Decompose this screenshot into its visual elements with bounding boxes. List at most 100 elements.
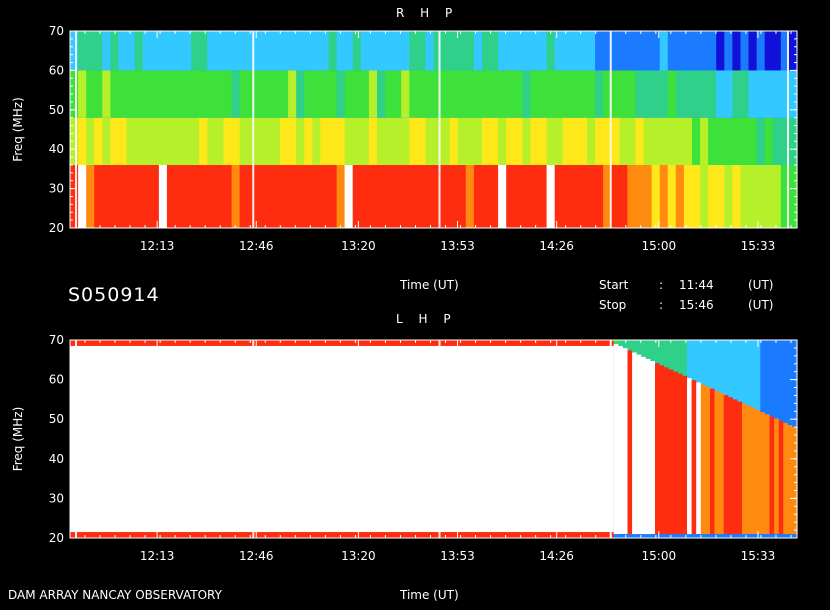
rhp-band-cell: [683, 165, 693, 228]
rhp-band-cell: [465, 31, 475, 71]
rhp-band-cell: [740, 117, 750, 165]
rhp-band-cell: [118, 31, 128, 71]
lhp-x-tick-label: 15:00: [642, 549, 677, 563]
lhp-decay-envelope: [636, 354, 642, 534]
rhp-band-cell: [336, 70, 346, 118]
rhp-y-tick-label: 50: [49, 103, 64, 117]
rhp-band-cell: [102, 31, 111, 71]
rhp-band-cell: [158, 70, 168, 118]
lhp-decay-envelope: [650, 361, 656, 534]
rhp-band-cell: [724, 117, 733, 165]
rhp-band-cell: [280, 70, 289, 118]
rhp-band-cell: [231, 117, 241, 165]
rhp-band-cell: [732, 31, 742, 71]
lhp-decay-envelope: [691, 380, 697, 534]
rhp-band-cell: [239, 31, 249, 71]
rhp-band-cell: [683, 70, 693, 118]
rhp-band-cell: [490, 117, 499, 165]
rhp-band-cell: [368, 117, 378, 165]
lhp-decay-envelope: [700, 384, 706, 535]
stop-unit: (UT): [748, 298, 774, 312]
rhp-band-cell: [465, 165, 475, 228]
lhp-y-tick-label: 20: [49, 531, 64, 545]
rhp-band-cell: [70, 117, 79, 165]
rhp-band-cell: [659, 165, 669, 228]
rhp-band-cell: [716, 31, 725, 71]
rhp-band-cell: [401, 70, 410, 118]
lhp-y-tick-label: 70: [49, 333, 64, 347]
rhp-band-cell: [70, 31, 79, 71]
rhp-x-tick-label: 15:33: [741, 239, 776, 253]
rhp-band-cell: [692, 31, 701, 71]
rhp-band-cell: [522, 70, 532, 118]
rhp-band-cell: [482, 70, 491, 118]
rhp-band-cell: [643, 31, 653, 71]
start-unit: (UT): [748, 278, 774, 292]
rhp-band-cell: [288, 70, 297, 118]
rhp-band-cell: [651, 117, 661, 165]
rhp-band-cell: [320, 31, 330, 71]
rhp-band-cell: [393, 165, 402, 228]
rhp-band-cell: [94, 165, 103, 228]
lhp-decay-background: [723, 340, 729, 396]
rhp-band-cell: [748, 31, 758, 71]
rhp-band-cell: [280, 165, 289, 228]
rhp-band-cell: [385, 70, 394, 118]
rhp-band-cell: [360, 70, 370, 118]
rhp-band-cell: [312, 165, 321, 228]
rhp-band-cell: [635, 70, 645, 118]
rhp-band-cell: [538, 165, 548, 228]
rhp-band-cell: [490, 31, 499, 71]
rhp-band-cell: [271, 117, 281, 165]
rhp-band-cell: [611, 31, 620, 71]
lhp-decay-envelope: [622, 348, 629, 534]
rhp-band-cell: [780, 70, 790, 118]
rhp-band-cell: [498, 165, 507, 228]
rhp-band-cell: [368, 31, 378, 71]
rhp-band-cell: [199, 70, 208, 118]
rhp-band-cell: [110, 70, 120, 118]
rhp-band-cell: [772, 117, 782, 165]
lhp-saturated-region: [70, 345, 614, 533]
rhp-band-cell: [667, 31, 677, 71]
rhp-frame: [69, 30, 798, 229]
rhp-band-cell: [441, 117, 451, 165]
rhp-panel-title: R H P: [396, 6, 459, 20]
rhp-band-cell: [296, 165, 305, 228]
rhp-band-cell: [562, 117, 572, 165]
rhp-band-cell: [708, 165, 717, 228]
lhp-decay-background: [687, 340, 693, 379]
rhp-band-cell: [94, 117, 103, 165]
rhp-band-cell: [473, 117, 483, 165]
lhp-decay-background: [755, 340, 761, 411]
rhp-x-tick-label: 12:46: [239, 239, 274, 253]
rhp-band-cell: [627, 165, 637, 228]
rhp-band-cell: [538, 70, 548, 118]
rhp-band-cell: [772, 70, 782, 118]
lhp-decay-background: [650, 340, 656, 361]
rhp-band-cell: [263, 31, 273, 71]
lhp-decay-envelope: [655, 363, 661, 535]
rhp-band-cell: [449, 117, 459, 165]
rhp-band-cell: [724, 70, 733, 118]
rhp-band-cell: [764, 31, 774, 71]
start-value: 11:44: [679, 278, 714, 292]
lhp-decay-envelope: [673, 371, 679, 535]
rhp-band-cell: [772, 31, 782, 71]
rhp-band-cell: [247, 165, 257, 228]
rhp-band-cell: [449, 70, 459, 118]
lhp-decay-background: [719, 340, 725, 393]
rhp-band-cell: [708, 31, 717, 71]
rhp-band-cell: [263, 165, 273, 228]
rhp-band-cell: [457, 31, 467, 71]
rhp-band-cell: [587, 31, 596, 71]
rhp-band-cell: [724, 31, 733, 71]
rhp-band-cell: [328, 165, 338, 228]
rhp-band-cell: [482, 31, 491, 71]
rhp-band-cell: [449, 165, 459, 228]
lhp-decay-background: [700, 340, 706, 385]
rhp-band-cell: [320, 70, 330, 118]
rhp-band-cell: [643, 70, 653, 118]
rhp-band-cell: [788, 117, 798, 165]
